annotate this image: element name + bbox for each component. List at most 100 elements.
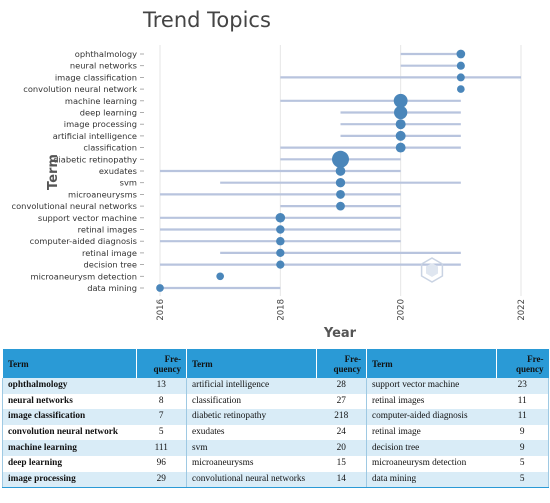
term-median-dot <box>276 236 285 246</box>
term-label: exudates <box>99 166 137 176</box>
term-label: convolutional neural networks <box>12 201 137 211</box>
x-tick-label: 2018 <box>276 299 286 321</box>
term-median-dot <box>395 142 406 153</box>
frequency-cell: 14 <box>316 471 367 489</box>
term-cell: machine learning <box>2 440 137 456</box>
frequency-cell: 96 <box>136 455 187 472</box>
term-label: computer-aided diagnosis <box>30 236 137 246</box>
frequency-cell: 24 <box>316 424 367 441</box>
table-header-row: Term Fre-quency Term Fre-quency Term Fre-quen… <box>2 349 549 378</box>
term-label: retinal image <box>82 248 137 258</box>
term-median-dot <box>336 189 345 199</box>
y-axis-title: Term <box>46 154 61 190</box>
term-label: support vector machine <box>38 213 137 223</box>
term-cell: retinal image <box>366 424 497 441</box>
term-cell: svm <box>186 440 317 456</box>
term-label: retinal images <box>78 225 137 235</box>
table-row: machine learning 111 svm 20 decision tree 9 <box>2 440 549 456</box>
term-median-dot <box>336 201 345 211</box>
frequency-cell: 20 <box>316 440 367 456</box>
term-median-dot <box>335 178 346 188</box>
header-term: Term <box>2 349 137 378</box>
x-tick-label: 2022 <box>517 299 527 321</box>
term-cell: data mining <box>366 471 497 489</box>
term-median-dot <box>276 260 285 269</box>
term-median-dot <box>395 130 406 141</box>
frequency-cell: 29 <box>136 471 187 489</box>
term-label: neural networks <box>70 61 137 71</box>
term-median-dot <box>393 93 408 108</box>
term-label: artificial intelligence <box>53 131 137 141</box>
term-cell: convolutional neural networks <box>186 471 317 489</box>
table-row: convolution neural network 5 exudates 24 ret… <box>2 424 549 441</box>
watermark-logo <box>420 257 444 283</box>
term-label: deep learning <box>80 108 137 118</box>
term-label: data mining <box>87 283 137 293</box>
frequency-cell: 9 <box>496 424 549 441</box>
term-cell: diabetic retinopathy <box>186 409 317 425</box>
term-median-dot <box>456 73 465 82</box>
term-label: microaneurysm detection <box>30 271 137 281</box>
term-cell: decision tree <box>366 440 497 456</box>
term-median-dot <box>276 225 285 234</box>
frequency-cell: 5 <box>496 455 549 472</box>
term-label: convolution neural network <box>23 84 137 94</box>
term-cell: classification <box>186 393 317 410</box>
term-cell: microaneurysms <box>186 455 317 472</box>
term-cell: support vector machine <box>366 378 497 394</box>
frequency-cell: 11 <box>496 409 549 425</box>
term-median-dot <box>216 272 224 281</box>
term-frequency-table: Term Fre-quency Term Fre-quency Term Fre-quen… <box>2 349 549 489</box>
term-label: decision tree <box>83 260 137 270</box>
header-frequency: Fre-quency <box>496 349 549 378</box>
header-frequency: Fre-quency <box>136 349 187 378</box>
frequency-cell: 5 <box>496 471 549 489</box>
header-term: Term <box>366 349 497 378</box>
frequency-cell: 7 <box>136 409 187 425</box>
term-cell: image classification <box>2 409 137 425</box>
term-median-dot <box>276 248 285 258</box>
frequency-cell: 27 <box>316 393 367 410</box>
frequency-cell: 28 <box>316 378 367 394</box>
term-label: ophthalmology <box>75 49 137 59</box>
frequency-cell: 23 <box>496 378 549 394</box>
frequency-cell: 111 <box>136 440 187 456</box>
term-label: image classification <box>55 72 137 82</box>
frequency-cell: 5 <box>136 424 187 441</box>
frequency-cell: 8 <box>136 393 187 410</box>
term-cell: ophthalmology <box>2 378 137 394</box>
term-label: image processing <box>64 119 137 129</box>
term-cell: microaneurysm detection <box>366 455 497 472</box>
table-row: image classification 7 diabetic retinopath… <box>2 409 549 425</box>
table-row: ophthalmology 13 artificial intelligence 28… <box>2 378 549 394</box>
header-frequency: Fre-quency <box>316 349 367 378</box>
term-label: machine learning <box>65 96 137 106</box>
term-label: microaneurysms <box>68 189 137 199</box>
term-median-dot <box>457 85 465 93</box>
frequency-cell: 13 <box>136 378 187 394</box>
term-median-dot <box>335 166 346 176</box>
frequency-cell: 11 <box>496 393 549 410</box>
term-cell: computer-aided diagnosis <box>366 409 497 425</box>
term-label: diabetic retinopathy <box>53 154 137 164</box>
term-cell: exudates <box>186 424 317 441</box>
frequency-cell: 15 <box>316 455 367 472</box>
term-median-dot <box>456 61 465 70</box>
x-tick-label: 2020 <box>397 299 407 321</box>
term-cell: image processing <box>2 471 137 489</box>
table-body: ophthalmology 13 artificial intelligence 28… <box>2 378 549 489</box>
term-median-dot <box>394 105 408 120</box>
term-median-dot <box>156 284 164 292</box>
term-label: classification <box>83 143 137 153</box>
x-tick-label: 2016 <box>156 299 166 321</box>
term-median-dot <box>332 150 349 168</box>
term-cell: retinal images <box>366 393 497 410</box>
x-axis-title: Year <box>323 326 357 341</box>
term-cell: deep learning <box>2 455 137 472</box>
term-cell: convolution neural network <box>2 424 137 441</box>
header-term: Term <box>186 349 317 378</box>
frequency-cell: 9 <box>496 440 549 456</box>
table-row: neural networks 8 classification 27 retinal … <box>2 393 549 410</box>
x-tick-layer: 2016 2018 2020 2022 <box>156 299 527 321</box>
